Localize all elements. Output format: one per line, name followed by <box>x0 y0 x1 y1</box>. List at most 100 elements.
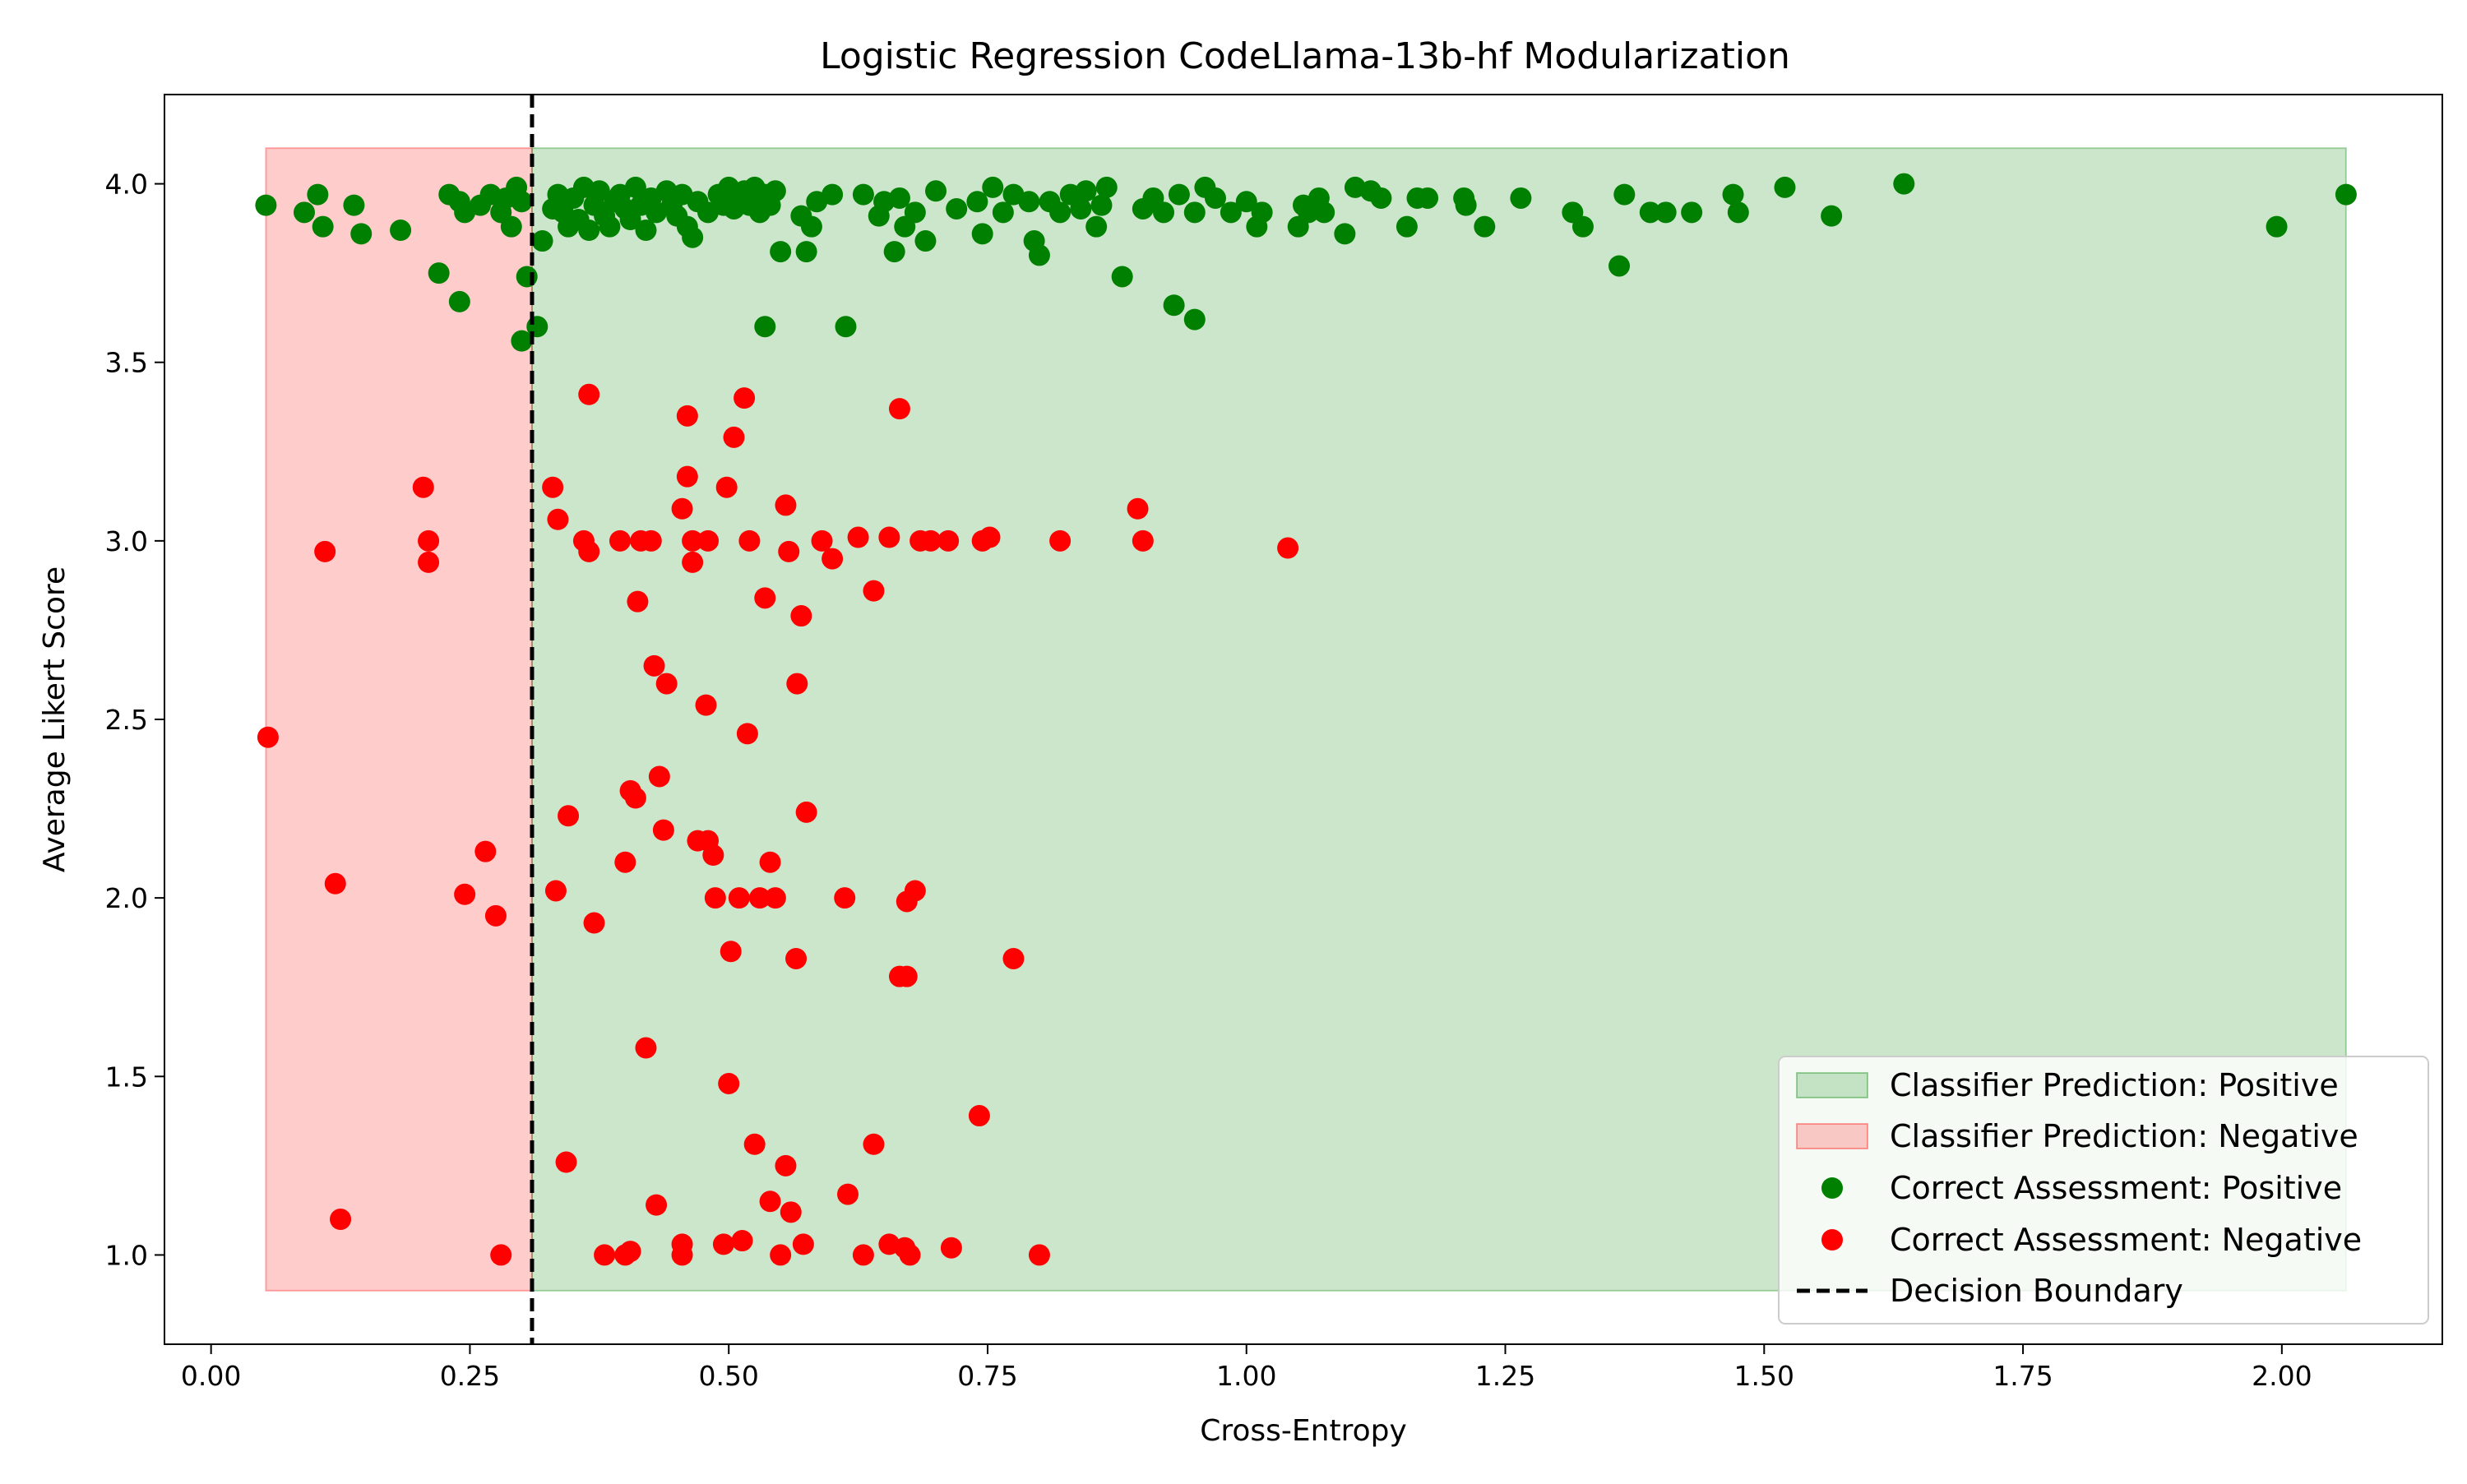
point-positive <box>1455 194 1477 216</box>
x-tick-label: 2.00 <box>2252 1360 2312 1392</box>
point-positive <box>835 316 857 338</box>
point-negative <box>792 1233 814 1255</box>
legend-marker-positive <box>1821 1177 1843 1199</box>
point-negative <box>754 587 776 609</box>
point-negative <box>896 965 918 987</box>
y-axis-label: Average Likert Score <box>38 566 72 872</box>
point-positive <box>1655 201 1677 224</box>
point-positive <box>1251 201 1273 224</box>
region-negative <box>265 147 533 1292</box>
point-negative <box>731 1230 753 1252</box>
point-positive <box>795 241 817 263</box>
legend-label-positive-assessment: Correct Assessment: Positive <box>1890 1170 2342 1206</box>
point-positive <box>350 223 373 245</box>
point-negative <box>652 819 674 841</box>
point-positive <box>1095 176 1118 198</box>
point-positive <box>1417 187 1439 209</box>
point-negative <box>775 494 797 516</box>
point-negative <box>676 465 698 488</box>
point-positive <box>293 201 315 224</box>
point-negative <box>770 1244 792 1266</box>
point-positive <box>511 191 533 213</box>
y-tick-label: 3.5 <box>105 347 148 379</box>
point-negative <box>1028 1244 1050 1266</box>
point-negative <box>748 887 771 909</box>
point-positive <box>1183 308 1206 331</box>
y-tick-label: 2.5 <box>105 704 148 736</box>
point-positive <box>1183 201 1206 224</box>
point-positive <box>500 215 522 238</box>
point-positive <box>966 191 988 213</box>
point-positive <box>1639 201 1661 224</box>
point-positive <box>526 316 548 338</box>
point-negative <box>324 872 346 895</box>
point-negative <box>474 840 497 862</box>
point-negative <box>643 654 665 677</box>
legend-label-negative-assessment: Correct Assessment: Negative <box>1890 1222 2362 1258</box>
x-tick-label: 0.00 <box>181 1360 241 1392</box>
point-negative <box>635 1037 657 1059</box>
point-negative <box>790 605 812 627</box>
point-negative <box>583 912 605 934</box>
point-negative <box>968 1105 990 1127</box>
point-positive <box>1893 173 1915 195</box>
point-negative <box>484 904 507 927</box>
point-negative <box>738 529 761 552</box>
point-positive <box>343 194 365 216</box>
point-negative <box>412 476 434 498</box>
y-tick-label: 4.0 <box>105 169 148 201</box>
point-negative <box>676 405 698 427</box>
point-negative <box>863 1133 885 1155</box>
point-negative <box>640 529 662 552</box>
point-negative <box>837 1183 859 1205</box>
point-positive <box>1111 266 1133 288</box>
point-negative <box>1132 529 1154 552</box>
point-negative <box>542 476 564 498</box>
point-positive <box>1075 180 1097 202</box>
point-positive <box>1085 215 1108 238</box>
point-positive <box>599 215 621 238</box>
point-positive <box>1774 176 1796 198</box>
point-negative <box>330 1209 352 1230</box>
point-negative <box>780 1201 802 1223</box>
point-negative <box>578 383 600 405</box>
point-negative <box>682 529 704 552</box>
legend: Classifier Prediction: Positive Classifi… <box>1778 1056 2429 1325</box>
point-positive <box>992 201 1014 224</box>
point-positive <box>1168 183 1190 206</box>
point-positive <box>1474 215 1496 238</box>
point-negative <box>785 947 808 969</box>
point-negative <box>863 580 885 602</box>
point-negative <box>609 529 631 552</box>
x-tick-label: 0.50 <box>698 1360 758 1392</box>
point-negative <box>655 673 678 695</box>
point-negative <box>646 1194 668 1216</box>
point-positive <box>1571 215 1594 238</box>
x-axis-ticks: 0.00 0.25 0.50 0.75 1.00 1.25 1.50 1.75 2.00 <box>181 1344 2312 1392</box>
point-positive <box>635 220 657 242</box>
point-positive <box>312 215 334 238</box>
point-positive <box>754 316 776 338</box>
point-positive <box>1090 194 1113 216</box>
x-tick-label: 1.75 <box>1993 1360 2053 1392</box>
point-positive <box>588 180 610 202</box>
point-positive <box>888 187 910 209</box>
point-negative <box>736 723 758 745</box>
point-negative <box>671 1244 693 1266</box>
x-tick-label: 0.75 <box>957 1360 1017 1392</box>
point-positive <box>448 290 470 312</box>
point-positive <box>428 262 450 284</box>
point-negative <box>695 694 717 716</box>
point-negative <box>811 529 833 552</box>
point-positive <box>1023 230 1045 252</box>
legend-label-positive-region: Classifier Prediction: Positive <box>1890 1067 2339 1103</box>
point-positive <box>1153 201 1175 224</box>
point-positive <box>255 194 277 216</box>
point-positive <box>904 201 926 224</box>
point-negative <box>454 883 476 905</box>
point-negative <box>715 476 738 498</box>
point-negative <box>778 540 800 562</box>
x-axis-label: Cross-Entropy <box>1200 1414 1407 1448</box>
point-positive <box>1722 183 1744 206</box>
